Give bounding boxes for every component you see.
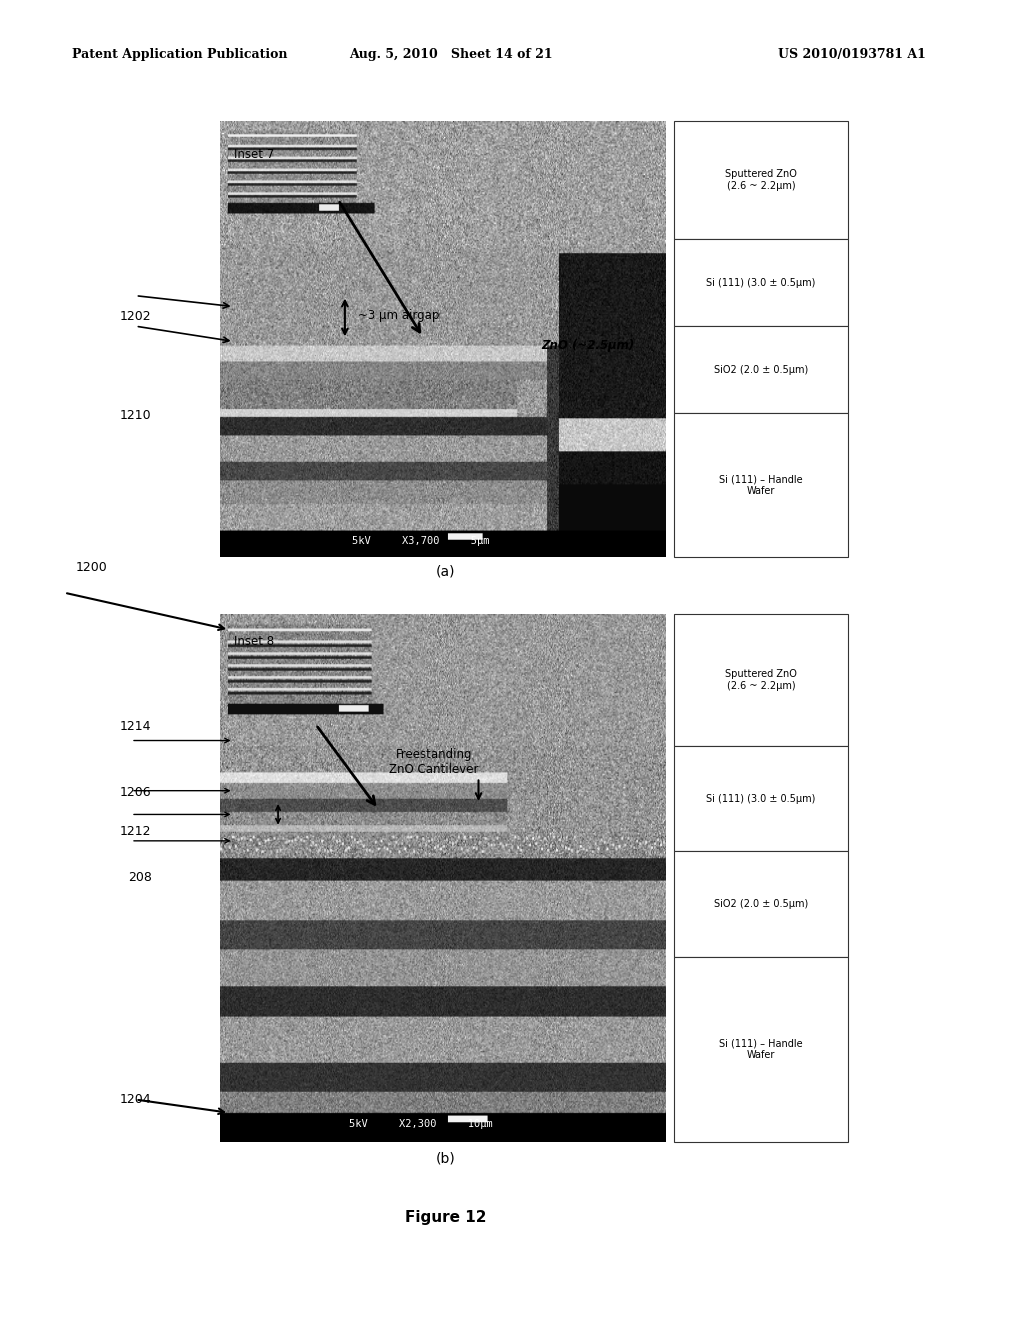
Text: Patent Application Publication: Patent Application Publication <box>72 48 287 61</box>
Text: 1212: 1212 <box>120 825 152 838</box>
Text: Figure 12: Figure 12 <box>404 1210 486 1225</box>
Text: Sputtered ZnO
(2.6 ~ 2.2μm): Sputtered ZnO (2.6 ~ 2.2μm) <box>725 169 797 191</box>
Text: 5kV     X2,300     10μm: 5kV X2,300 10μm <box>349 1118 493 1129</box>
Text: 1200: 1200 <box>76 561 108 574</box>
Text: ZnO (~2.5μm): ZnO (~2.5μm) <box>541 339 634 352</box>
Text: 1202: 1202 <box>120 310 152 323</box>
Text: Si (111) (3.0 ± 0.5μm): Si (111) (3.0 ± 0.5μm) <box>707 793 815 804</box>
Text: Freestanding
ZnO Cantilever: Freestanding ZnO Cantilever <box>389 747 479 776</box>
Text: (a): (a) <box>435 565 456 579</box>
Text: Inset 8: Inset 8 <box>233 635 273 648</box>
Text: ~3 μm airgap: ~3 μm airgap <box>358 309 439 322</box>
Text: Si (111) – Handle
Wafer: Si (111) – Handle Wafer <box>719 474 803 496</box>
Text: 1204: 1204 <box>120 1093 152 1106</box>
Text: Aug. 5, 2010   Sheet 14 of 21: Aug. 5, 2010 Sheet 14 of 21 <box>349 48 552 61</box>
Text: Sputtered ZnO
(2.6 ~ 2.2μm): Sputtered ZnO (2.6 ~ 2.2μm) <box>725 669 797 690</box>
Text: Inset 7: Inset 7 <box>233 148 273 161</box>
Text: 1206: 1206 <box>120 785 152 799</box>
Text: 208: 208 <box>128 871 152 884</box>
Text: 5kV     X3,700     5μm: 5kV X3,700 5μm <box>352 536 489 546</box>
Text: (b): (b) <box>435 1151 456 1166</box>
Text: 1210: 1210 <box>120 409 152 422</box>
Text: Si (111) (3.0 ± 0.5μm): Si (111) (3.0 ± 0.5μm) <box>707 277 815 288</box>
Text: US 2010/0193781 A1: US 2010/0193781 A1 <box>778 48 926 61</box>
Text: 1214: 1214 <box>120 719 152 733</box>
Text: SiO2 (2.0 ± 0.5μm): SiO2 (2.0 ± 0.5μm) <box>714 899 808 909</box>
Text: Si (111) – Handle
Wafer: Si (111) – Handle Wafer <box>719 1039 803 1060</box>
Text: SiO2 (2.0 ± 0.5μm): SiO2 (2.0 ± 0.5μm) <box>714 364 808 375</box>
